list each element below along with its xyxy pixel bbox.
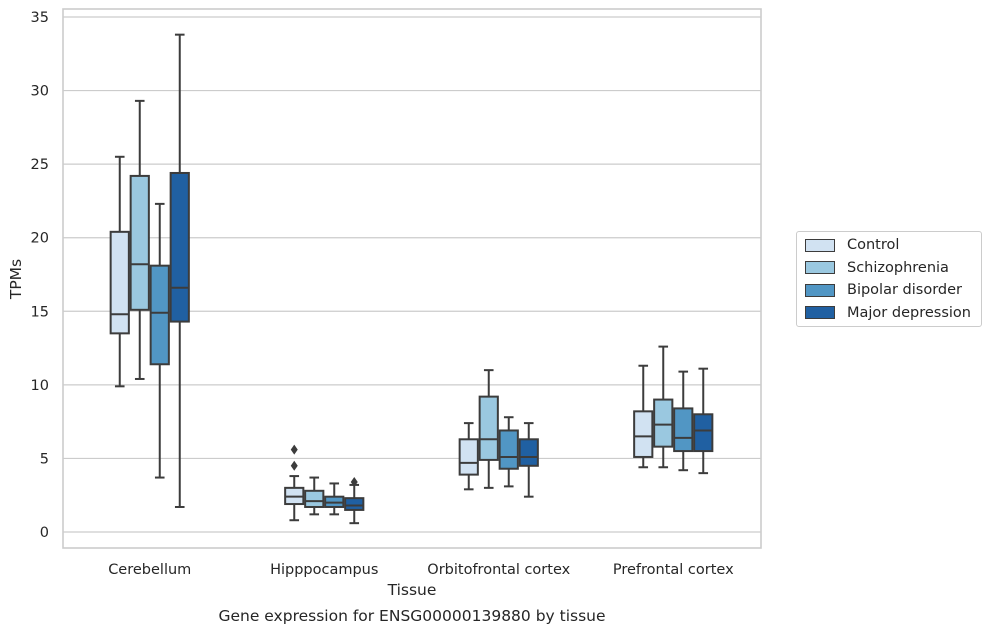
box-bipolar-disorder	[149, 202, 170, 479]
x-tick-label: Prefrontal cortex	[613, 562, 734, 578]
box-iqr	[633, 410, 654, 458]
box-iqr	[109, 230, 130, 335]
box-iqr	[498, 429, 519, 470]
box-major-depression	[518, 422, 539, 498]
box-control	[284, 444, 305, 522]
legend-item: Major depression	[805, 303, 971, 323]
box-iqr	[673, 407, 694, 453]
legend-label: Control	[847, 237, 900, 253]
legend-item: Schizophrenia	[805, 258, 949, 278]
box-iqr	[518, 438, 539, 467]
x-tick-labels: Cerebellum Hipppocampus Orbitofrontal cort…	[108, 562, 734, 578]
plot-frame	[62, 8, 762, 549]
box-control	[458, 422, 479, 491]
box-schizophrenia	[653, 345, 674, 469]
x-tick-label: Hipppocampus	[270, 562, 378, 578]
legend-swatch	[805, 306, 835, 319]
y-tick-label: 0	[40, 525, 49, 541]
y-tick-label: 15	[31, 304, 49, 320]
legend-item: Control	[805, 235, 899, 255]
y-tick-label: 25	[31, 157, 49, 173]
y-axis-label: TPMs	[7, 259, 25, 300]
box-iqr	[304, 489, 325, 508]
y-tick-labels: 0 5 10 15 20 25 30 35	[31, 10, 49, 541]
legend-item: Bipolar disorder	[805, 280, 962, 300]
y-tick-label: 5	[40, 451, 49, 467]
box-schizophrenia	[304, 476, 325, 516]
box-major-depression	[693, 367, 714, 475]
box-bipolar-disorder	[324, 482, 345, 516]
box-schizophrenia	[478, 369, 499, 489]
box-iqr	[129, 174, 150, 311]
outlier-point	[290, 444, 298, 455]
box-iqr	[344, 497, 365, 511]
box-iqr	[149, 264, 170, 366]
box-iqr	[478, 395, 499, 461]
box-iqr	[458, 438, 479, 476]
boxes	[109, 33, 714, 525]
box-iqr	[693, 413, 714, 453]
legend-swatch	[805, 238, 835, 252]
box-control	[633, 364, 654, 469]
x-tick-label: Orbitofrontal cortex	[427, 562, 570, 578]
legend-swatch	[805, 261, 835, 274]
y-tick-label: 20	[31, 231, 49, 247]
y-tick-label: 30	[31, 84, 49, 100]
y-tick-label: 35	[31, 10, 49, 26]
box-control	[109, 155, 130, 388]
box-iqr	[169, 171, 190, 323]
box-major-depression	[169, 33, 190, 508]
x-tick-label: Cerebellum	[108, 562, 191, 578]
chart-caption: Gene expression for ENSG00000139880 by t…	[218, 607, 606, 625]
box-bipolar-disorder	[673, 370, 694, 472]
legend-label: Schizophrenia	[847, 259, 949, 276]
outlier-point	[350, 476, 358, 487]
y-tick-label: 10	[31, 378, 49, 394]
legend: Control Schizophrenia Bipolar disorder Majo…	[796, 231, 982, 327]
legend-swatch	[805, 283, 835, 297]
box-iqr	[653, 398, 674, 448]
legend-label: Bipolar disorder	[847, 282, 962, 298]
box-bipolar-disorder	[498, 416, 519, 488]
x-axis-label: Tissue	[387, 581, 437, 599]
box-schizophrenia	[129, 99, 150, 380]
outlier-point	[290, 460, 298, 471]
legend-label: Major depression	[847, 304, 971, 321]
box-major-depression	[344, 476, 365, 525]
